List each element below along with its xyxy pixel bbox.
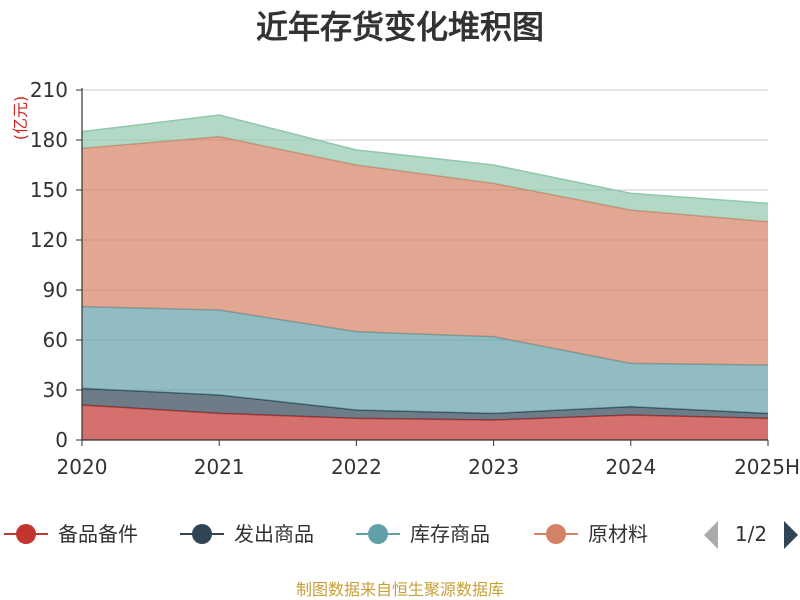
y-tick-label: 30 [43,378,68,402]
y-tick-label: 210 [30,78,68,102]
legend-item[interactable]: 发出商品 [180,522,314,546]
x-tick-label: 2023 [468,455,519,479]
legend-page-indicator: 1/2 [735,522,767,546]
legend-next-icon[interactable] [784,521,798,549]
legend-item[interactable]: 库存商品 [356,522,490,546]
y-tick-label: 0 [55,428,68,452]
legend-marker [368,524,388,544]
area-series-2[interactable] [82,306,768,414]
legend-marker [16,524,36,544]
legend-marker [546,524,566,544]
area-series-0[interactable] [82,405,768,440]
area-series-1[interactable] [82,388,768,420]
area-series-4[interactable] [82,115,768,222]
legend-pager[interactable]: 1/2 [704,521,798,549]
x-tick-label: 2022 [331,455,382,479]
legend-item[interactable]: 原材料 [534,522,648,546]
x-tick-label: 2021 [194,455,245,479]
legend-label: 库存商品 [410,522,490,546]
y-tick-label: 120 [30,228,68,252]
y-tick-label: 180 [30,128,68,152]
y-tick-label: 60 [43,328,68,352]
y-tick-label: 90 [43,278,68,302]
x-tick-label: 2024 [605,455,656,479]
area-series-3[interactable] [82,136,768,365]
series-line-4 [81,114,769,205]
legend-prev-icon[interactable] [704,521,718,549]
legend-marker [192,524,212,544]
legend-item[interactable]: 备品备件 [4,522,138,546]
y-unit-label: (亿元) [11,96,30,141]
source-note: 制图数据来自恒生聚源数据库 [296,580,504,599]
axes: 0 30 60 90 120 150 180 210 2020 2021 2022 2023 2024 2… [30,78,800,479]
area-series [81,114,769,440]
legend-label: 原材料 [588,522,648,546]
legend[interactable]: 备品备件 发出商品 库存商品 原材料 [4,522,648,546]
y-tick-label: 150 [30,178,68,202]
chart-title: 近年存货变化堆积图 [256,8,544,46]
legend-label: 备品备件 [58,522,138,546]
legend-label: 发出商品 [234,522,314,546]
x-tick-label: 2020 [57,455,108,479]
x-tick-label: 2025H [734,455,800,479]
